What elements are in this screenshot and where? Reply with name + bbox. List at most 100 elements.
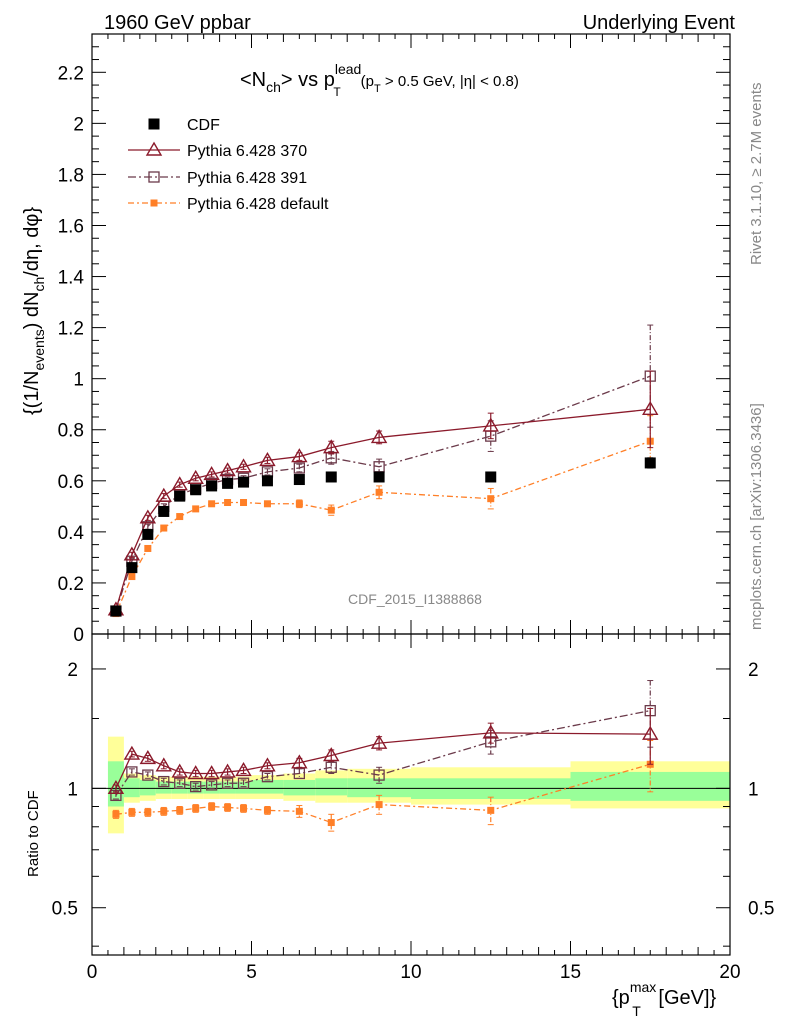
data-point (373, 471, 385, 483)
series-cdf (110, 457, 656, 617)
data-point (259, 451, 276, 467)
data-point (190, 780, 202, 793)
data-point (485, 471, 497, 483)
data-point (642, 400, 659, 416)
legend-label: CDF (187, 117, 220, 134)
data-point (174, 777, 186, 789)
data-point (644, 457, 656, 469)
data-point (107, 779, 125, 795)
x-tick-label: 5 (246, 962, 257, 983)
y-tick-label-top: 1.4 (58, 268, 85, 289)
data-point (219, 462, 236, 477)
band-green (283, 779, 316, 796)
band-green (570, 771, 730, 801)
y-tick-label-top: 0.6 (58, 472, 84, 493)
legend-label: Pythia 6.428 370 (187, 143, 307, 160)
data-point (208, 500, 216, 508)
y-axis-label-bottom: Ratio to CDF (25, 790, 42, 877)
y-tick-label-top: 1 (73, 370, 84, 391)
data-point (190, 484, 202, 496)
band-green (123, 778, 140, 798)
data-point (139, 749, 157, 765)
data-point (370, 429, 388, 444)
data-point (235, 761, 252, 777)
data-point (203, 466, 220, 481)
data-point (323, 747, 340, 762)
series-layer (107, 324, 659, 832)
data-point (219, 763, 236, 778)
data-point (206, 480, 218, 492)
data-point (325, 761, 337, 773)
data-point (205, 779, 218, 791)
legend: CDF Pythia 6.428 370 Pythia 6.428 391 Pythi… (128, 117, 329, 213)
data-point (261, 475, 273, 487)
data-point (126, 766, 138, 778)
axes: 0 5 10 15 20 0 0.2 0.4 0.6 0.8 1 1.2 1.4 1.6 1.8 2 2.2 0.… (52, 33, 774, 983)
data-point (187, 765, 204, 780)
data-point (203, 765, 220, 780)
data-point (293, 462, 306, 474)
data-point (160, 807, 168, 815)
data-point (323, 439, 340, 454)
y-tick-label-bottom-right: 1 (748, 779, 759, 800)
series-line (115, 440, 651, 614)
series-pythia-6-428-default (112, 415, 654, 618)
data-point (291, 754, 308, 769)
data-point (487, 806, 495, 814)
band-green (139, 779, 156, 796)
data-point (142, 528, 154, 540)
data-point (240, 499, 248, 507)
band-green (107, 761, 124, 807)
data-point (192, 804, 200, 812)
x-tick-label: 0 (87, 962, 98, 983)
data-point (238, 476, 250, 488)
data-point (240, 804, 248, 812)
y-axis-label-top: {(1/Nevents) dNch/dη, dφ} (21, 207, 47, 415)
data-point (235, 458, 252, 473)
data-point (222, 477, 234, 489)
data-point (482, 724, 499, 739)
data-point (148, 171, 160, 183)
watermark: CDF_2015_I1388868 (348, 591, 482, 607)
y-tick-label-top: 1.6 (58, 216, 84, 237)
rivet-label: Rivet 3.1.10, ≥ 2.7M events (748, 83, 765, 266)
legend-label: Pythia 6.428 default (187, 196, 329, 213)
data-point (261, 771, 274, 783)
data-point (295, 807, 303, 815)
data-point (158, 775, 170, 788)
y-tick-label-top: 0.4 (58, 523, 85, 544)
data-point (150, 199, 158, 207)
band-green (347, 778, 411, 798)
data-point (112, 810, 120, 818)
data-point (293, 474, 305, 486)
mcplots-label: mcplots.cern.ch [arXiv:1306.3436] (748, 403, 765, 630)
y-tick-label-bottom: 2 (67, 660, 78, 681)
band-green (251, 779, 284, 794)
data-point (487, 495, 495, 503)
band-green (219, 781, 236, 794)
y-tick-label-top: 2 (73, 114, 84, 135)
data-point (259, 757, 276, 772)
y-tick-label-top: 2.2 (58, 63, 84, 84)
x-axis-label: {pmax T [GeV]} (612, 979, 717, 1019)
data-point (145, 141, 163, 156)
x-tick-label: 20 (719, 962, 740, 983)
data-point (263, 500, 271, 508)
data-point (158, 505, 170, 517)
data-point (295, 500, 303, 508)
y-tick-label-bottom: 1 (67, 779, 78, 800)
y-tick-label-top: 1.8 (58, 165, 84, 186)
data-point (293, 767, 306, 780)
data-point (160, 524, 168, 532)
data-point (144, 808, 152, 816)
data-point (482, 417, 499, 432)
x-tick-label: 10 (400, 962, 421, 983)
y-tick-label-top: 0 (73, 625, 84, 646)
data-point (123, 546, 141, 561)
data-point (110, 605, 122, 617)
header-left: 1960 GeV ppbar (104, 12, 251, 34)
band-green (235, 781, 252, 794)
data-point (327, 819, 335, 827)
data-point (155, 757, 172, 772)
